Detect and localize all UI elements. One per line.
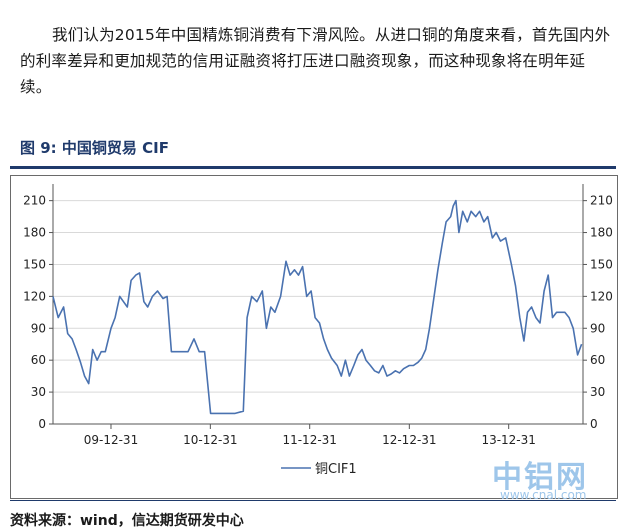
chart-svg: 0 0 30 30 60 60 90 90 120 120 150 150 180 180 210 210 09…	[23, 184, 613, 477]
source-note: 资料来源：wind，信达期货研发中心	[10, 513, 244, 529]
y-tick-label-left: 120	[23, 289, 46, 303]
x-tick-label: 09-12-31	[84, 433, 138, 447]
body-paragraph: 我们认为2015年中国精炼铜消费有下滑风险。从进口铜的角度来看，首先国内外的利率…	[20, 26, 611, 96]
y-tick-label-left: 210	[23, 194, 46, 208]
source-rule	[10, 500, 616, 501]
chart-frame: 0 0 30 30 60 60 90 90 120 120 150 150 180 180 210 210 09…	[10, 175, 618, 499]
y-tick-label-right: 180	[590, 226, 613, 240]
y-tick-label-left: 30	[31, 385, 46, 399]
series-line-copper-cif1	[52, 199, 583, 415]
y-tick-label-right: 90	[590, 321, 605, 335]
y-tick-label-right: 30	[590, 385, 605, 399]
y-tick-label-left: 90	[31, 321, 46, 335]
legend-label: 铜CIF1	[315, 462, 357, 477]
y-tick-label-right: 60	[590, 353, 605, 367]
y-tick-label-right: 210	[590, 194, 613, 208]
y-tick-label-right: 150	[590, 257, 613, 271]
y-tick-label-left: 150	[23, 257, 46, 271]
x-tick-label: 13-12-31	[481, 433, 535, 447]
y-tick-label-left: 0	[38, 417, 46, 431]
y-tick-label-left: 60	[31, 353, 46, 367]
figure-title: 图 9: 中国铜贸易 CIF	[20, 139, 169, 157]
x-tick-label: 11-12-31	[282, 433, 336, 447]
figure-title-rule	[10, 166, 616, 169]
x-tick-label: 12-12-31	[382, 433, 436, 447]
y-tick-label-left: 180	[23, 226, 46, 240]
x-tick-label: 10-12-31	[183, 433, 237, 447]
y-tick-label-right: 120	[590, 289, 613, 303]
y-tick-label-right: 0	[590, 417, 598, 431]
